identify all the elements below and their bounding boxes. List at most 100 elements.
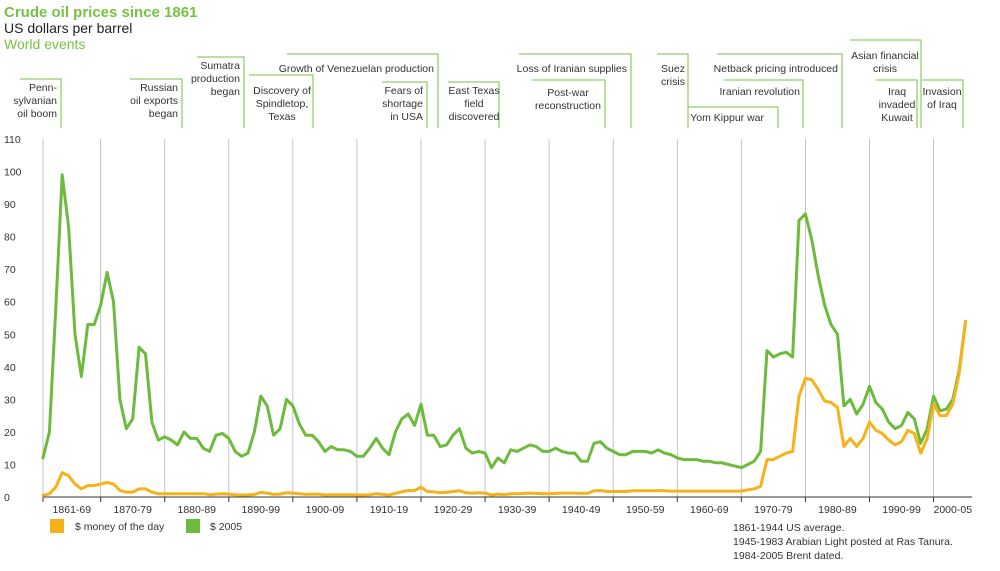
x-tick-label: 1870-79 (113, 504, 152, 516)
event-label: Discovery of Spindletop, Texas (253, 85, 311, 123)
event-annotation: Discovery of Spindletop, Texas (249, 74, 314, 128)
chart-title: Crude oil prices since 1861 (4, 4, 197, 21)
event-label: Netback pricing introduced (714, 63, 838, 75)
x-tick-label: 1940-49 (562, 504, 601, 516)
x-tick-label: 1910-19 (370, 504, 409, 516)
chart-header: Crude oil prices since 1861 US dollars p… (4, 4, 197, 52)
source-note: 1945-1983 Arabian Light posted at Ras Ta… (733, 536, 953, 548)
event-label-line: crisis (873, 63, 897, 75)
events-heading: World events (4, 36, 85, 52)
y-tick-label: 10 (4, 459, 16, 471)
series-line-2005 (41, 173, 968, 470)
event-label-line: reconstruction (535, 100, 601, 112)
event-bracket (724, 79, 804, 128)
event-label-line: Growth of Venezuelan production (279, 63, 434, 75)
y-tick-label: 30 (4, 394, 16, 406)
event-bracket (657, 53, 689, 128)
event-annotation: Netback pricing introduced (714, 53, 843, 128)
event-label-line: East Texas (448, 85, 499, 97)
event-label-line: Yom Kippur war (690, 112, 764, 124)
event-annotation: Fears of shortage in USA (382, 81, 428, 128)
event-label-line: discovered (449, 111, 500, 123)
legend-swatch-2005 (186, 519, 200, 533)
chart-subtitle: US dollars per barrel (4, 20, 132, 36)
event-label-line: Texas (268, 111, 295, 123)
x-tick-label: 1880-89 (177, 504, 216, 516)
x-tick-label: 2000-05 (934, 504, 973, 516)
event-label-line: began (211, 86, 240, 98)
legend-label-2005: $ 2005 (210, 521, 242, 533)
event-annotation: Russian oil exports began (130, 78, 183, 128)
event-label-line: field (464, 98, 483, 110)
x-tick-label: 1861-69 (53, 504, 92, 516)
event-label: Penn-sylvanian oil boom (13, 82, 57, 120)
event-label-line: Kuwait (881, 112, 913, 124)
event-label: Yom Kippur war (690, 112, 764, 124)
event-label-line: Invasion (922, 86, 961, 98)
event-bracket (382, 81, 428, 128)
x-tick-label: 1950-59 (626, 504, 665, 516)
event-label-line: Loss of Iranian supplies (517, 63, 627, 75)
event-bracket (688, 106, 779, 128)
x-tick-label: 1960-69 (690, 504, 729, 516)
event-label-line: Iraq (888, 86, 906, 98)
series-line-money-of-the-day (41, 319, 968, 497)
y-tick-label: 20 (4, 427, 16, 439)
event-label: Loss of Iranian supplies (517, 63, 627, 75)
event-label-line: Iranian revolution (719, 86, 800, 98)
event-label: Iraq invaded Kuwait (879, 86, 916, 124)
event-label: Iranian revolution (719, 86, 800, 98)
event-label-line: Sumatra (200, 60, 240, 72)
world-events: Penn-sylvanian oil boom Russian oil exports… (13, 39, 964, 128)
event-label-line: Penn- (29, 82, 58, 94)
event-label-line: oil exports (130, 95, 178, 107)
event-bracket (922, 79, 964, 128)
event-label: Sumatra production began (191, 60, 240, 98)
event-bracket (197, 56, 245, 128)
x-tick-label: 1930-39 (498, 504, 537, 516)
event-bracket (717, 53, 843, 128)
event-bracket (532, 79, 606, 128)
legend: $ money of the day $ 2005 (50, 519, 242, 533)
y-tick-label: 110 (4, 134, 21, 146)
x-tick-label: 1890-99 (242, 504, 281, 516)
event-annotation: Post-war reconstruction (532, 79, 606, 128)
event-annotation: Penn-sylvanian oil boom (13, 78, 62, 128)
event-label: East Texas field discovered (448, 85, 499, 123)
event-label-line: Russian (140, 82, 178, 94)
event-bracket (249, 74, 314, 128)
event-bracket (876, 79, 918, 128)
event-annotation: Yom Kippur war (688, 106, 779, 128)
event-bracket (519, 53, 632, 128)
y-tick-label: 90 (4, 199, 16, 211)
event-label: Invasion of Iraq (922, 86, 961, 111)
gridlines (42, 139, 934, 497)
event-bracket (130, 78, 183, 128)
event-label-line: sylvanian (13, 95, 57, 107)
event-annotation: Loss of Iranian supplies (517, 53, 632, 128)
event-label-line: in USA (390, 111, 423, 123)
legend-swatch-money-of-the-day (50, 519, 64, 533)
event-label-line: Fears of (384, 85, 423, 97)
event-annotation: Invasion of Iraq (922, 79, 964, 128)
event-label-line: Asian financial (851, 50, 919, 62)
x-tick-label: 1990-99 (882, 504, 921, 516)
event-label: Asian financial crisis (851, 50, 919, 75)
event-annotation: Iraq invaded Kuwait (876, 79, 918, 128)
event-annotation: Growth of Venezuelan production (279, 53, 439, 128)
event-label-line: Spindletop, (256, 98, 309, 110)
event-label: Fears of shortage in USA (382, 85, 423, 123)
y-tick-label: 60 (4, 297, 16, 309)
event-label-line: crisis (661, 76, 685, 88)
x-tick-label: 1980-89 (818, 504, 857, 516)
event-label-line: shortage (382, 98, 423, 110)
event-label-line: Suez (661, 63, 685, 75)
event-label: Growth of Venezuelan production (279, 63, 434, 75)
event-label-line: Discovery of (253, 85, 311, 97)
event-label-line: invaded (879, 99, 916, 111)
y-tick-label: 50 (4, 329, 16, 341)
event-label: Russian oil exports began (130, 82, 178, 120)
event-bracket (850, 39, 922, 128)
x-axis: 1861-69 1870-79 1880-89 1890-99 1900-09 1910-… (42, 496, 973, 516)
